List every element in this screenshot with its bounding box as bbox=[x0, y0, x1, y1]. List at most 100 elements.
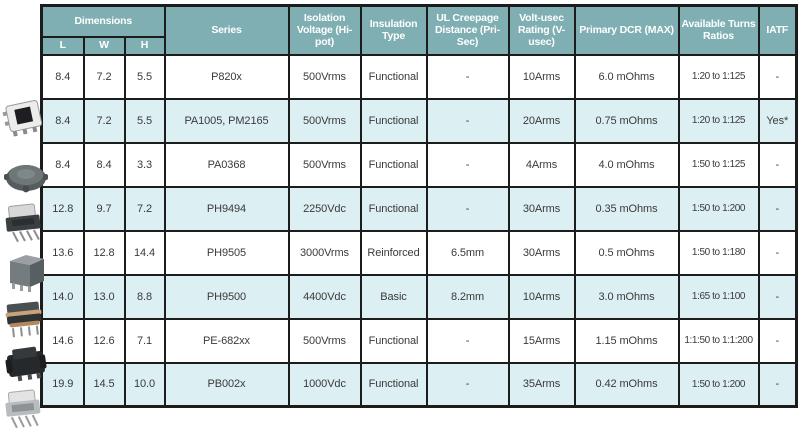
cell-dcr: 6.0 mOhms bbox=[573, 53, 680, 100]
cell-dcr: 1.15 mOhms bbox=[573, 317, 680, 364]
cell-w: 12.8 bbox=[82, 229, 126, 276]
cell-isolation: 500Vrms bbox=[287, 141, 362, 188]
cell-w: 8.4 bbox=[82, 141, 126, 188]
cell-l: 12.8 bbox=[40, 185, 85, 232]
cell-series: PH9494 bbox=[163, 185, 290, 232]
cell-creepage: - bbox=[425, 97, 510, 144]
col-header-iatf: IATF bbox=[757, 4, 798, 56]
col-header-h: H bbox=[123, 35, 166, 56]
col-header-w: W bbox=[82, 35, 126, 56]
cell-isolation: 500Vrms bbox=[287, 97, 362, 144]
cell-iatf: Yes* bbox=[757, 97, 798, 144]
cell-h: 10.0 bbox=[123, 361, 166, 408]
product-photo-pe682xx bbox=[2, 341, 50, 387]
cell-isolation: 2250Vdc bbox=[287, 185, 362, 232]
cell-series: PA0368 bbox=[163, 141, 290, 188]
cell-iatf: - bbox=[757, 229, 798, 276]
cell-turns: 1:50 to 1:180 bbox=[677, 229, 760, 276]
table-row: 8.4 7.2 5.5 P820x 500Vrms Functional - 1… bbox=[40, 53, 798, 100]
cell-turns: 1:20 to 1:125 bbox=[677, 53, 760, 100]
cell-volt-usec: 15Arms bbox=[507, 317, 576, 364]
cell-insulation: Functional bbox=[359, 53, 428, 100]
cell-w: 7.2 bbox=[82, 97, 126, 144]
cell-insulation: Reinforced bbox=[359, 229, 428, 276]
cell-dcr: 0.75 mOhms bbox=[573, 97, 680, 144]
cube-transformer-photo-icon bbox=[10, 255, 44, 292]
cell-creepage: - bbox=[425, 361, 510, 408]
cell-turns: 1:20 to 1:125 bbox=[677, 97, 760, 144]
transformer-photo-icon bbox=[2, 100, 43, 137]
cell-l: 8.4 bbox=[40, 53, 85, 100]
cell-series: P820x bbox=[163, 53, 290, 100]
cell-insulation: Functional bbox=[359, 317, 428, 364]
cell-h: 5.5 bbox=[123, 53, 166, 100]
cell-creepage: 6.5mm bbox=[425, 229, 510, 276]
cell-turns: 1:65 to 1:100 bbox=[677, 273, 760, 320]
cell-w: 9.7 bbox=[82, 185, 126, 232]
cell-insulation: Functional bbox=[359, 185, 428, 232]
cell-l: 14.6 bbox=[40, 317, 85, 364]
table-row: 19.9 14.5 10.0 PB002x 1000Vdc Functional… bbox=[40, 361, 798, 408]
stacked-transformer-photo-icon bbox=[5, 301, 42, 338]
cell-h: 7.1 bbox=[123, 317, 166, 364]
col-header-volt-usec: Volt-usec Rating (V-usec) bbox=[507, 4, 576, 56]
cell-l: 13.6 bbox=[40, 229, 85, 276]
col-header-series: Series bbox=[163, 4, 290, 56]
cell-insulation: Functional bbox=[359, 97, 428, 144]
cell-insulation: Functional bbox=[359, 361, 428, 408]
cell-volt-usec: 4Arms bbox=[507, 141, 576, 188]
cell-volt-usec: 10Arms bbox=[507, 53, 576, 100]
black-transformer-photo-icon bbox=[5, 346, 47, 382]
table-row: 8.4 8.4 3.3 PA0368 500Vrms Functional - … bbox=[40, 141, 798, 188]
table-row: 14.6 12.6 7.1 PE-682xx 500Vrms Functiona… bbox=[40, 317, 798, 364]
cell-w: 14.5 bbox=[82, 361, 126, 408]
cell-w: 13.0 bbox=[82, 273, 126, 320]
cell-w: 7.2 bbox=[82, 53, 126, 100]
cell-iatf: - bbox=[757, 53, 798, 100]
cell-insulation: Basic bbox=[359, 273, 428, 320]
cell-h: 14.4 bbox=[123, 229, 166, 276]
cell-isolation: 3000Vrms bbox=[287, 229, 362, 276]
cell-series: PH9505 bbox=[163, 229, 290, 276]
cell-h: 8.8 bbox=[123, 273, 166, 320]
cell-creepage: - bbox=[425, 185, 510, 232]
cell-creepage: - bbox=[425, 141, 510, 188]
cell-l: 19.9 bbox=[40, 361, 85, 408]
table-row: 8.4 7.2 5.5 PA1005, PM2165 500Vrms Funct… bbox=[40, 97, 798, 144]
product-photo-p820x-pa1005 bbox=[0, 94, 48, 140]
cell-iatf: - bbox=[757, 141, 798, 188]
cell-dcr: 4.0 mOhms bbox=[573, 141, 680, 188]
table-row: 14.0 13.0 8.8 PH9500 4400Vdc Basic 8.2mm… bbox=[40, 273, 798, 320]
cell-volt-usec: 20Arms bbox=[507, 97, 576, 144]
col-header-l: L bbox=[40, 35, 85, 56]
cell-volt-usec: 35Arms bbox=[507, 361, 576, 408]
cell-series: PA1005, PM2165 bbox=[163, 97, 290, 144]
cell-l: 14.0 bbox=[40, 273, 85, 320]
cell-creepage: - bbox=[425, 53, 510, 100]
product-photo-ph9500 bbox=[0, 295, 48, 341]
product-photo-ph9494 bbox=[0, 199, 48, 245]
cell-series: PB002x bbox=[163, 361, 290, 408]
cell-creepage: - bbox=[425, 317, 510, 364]
col-header-insulation-type: Insulation Type bbox=[359, 4, 428, 56]
col-header-turns-ratios: Available Turns Ratios bbox=[677, 4, 760, 56]
cell-l: 8.4 bbox=[40, 97, 85, 144]
cell-dcr: 0.5 mOhms bbox=[573, 229, 680, 276]
cell-turns: 1:50 to 1:200 bbox=[677, 185, 760, 232]
table-header: Dimensions Series Isolation Voltage (Hi-… bbox=[40, 4, 798, 56]
cell-iatf: - bbox=[757, 185, 798, 232]
cell-volt-usec: 30Arms bbox=[507, 229, 576, 276]
cell-turns: 1:50 to 1:125 bbox=[677, 141, 760, 188]
cell-isolation: 1000Vdc bbox=[287, 361, 362, 408]
cell-iatf: - bbox=[757, 273, 798, 320]
pot-core-photo-icon bbox=[4, 165, 48, 193]
cell-l: 8.4 bbox=[40, 141, 85, 188]
cell-series: PH9500 bbox=[163, 273, 290, 320]
cell-insulation: Functional bbox=[359, 141, 428, 188]
cell-w: 12.6 bbox=[82, 317, 126, 364]
cell-iatf: - bbox=[757, 317, 798, 364]
product-photo-ph9505 bbox=[2, 249, 50, 295]
col-header-dimensions: Dimensions bbox=[40, 4, 166, 38]
cell-isolation: 500Vrms bbox=[287, 53, 362, 100]
